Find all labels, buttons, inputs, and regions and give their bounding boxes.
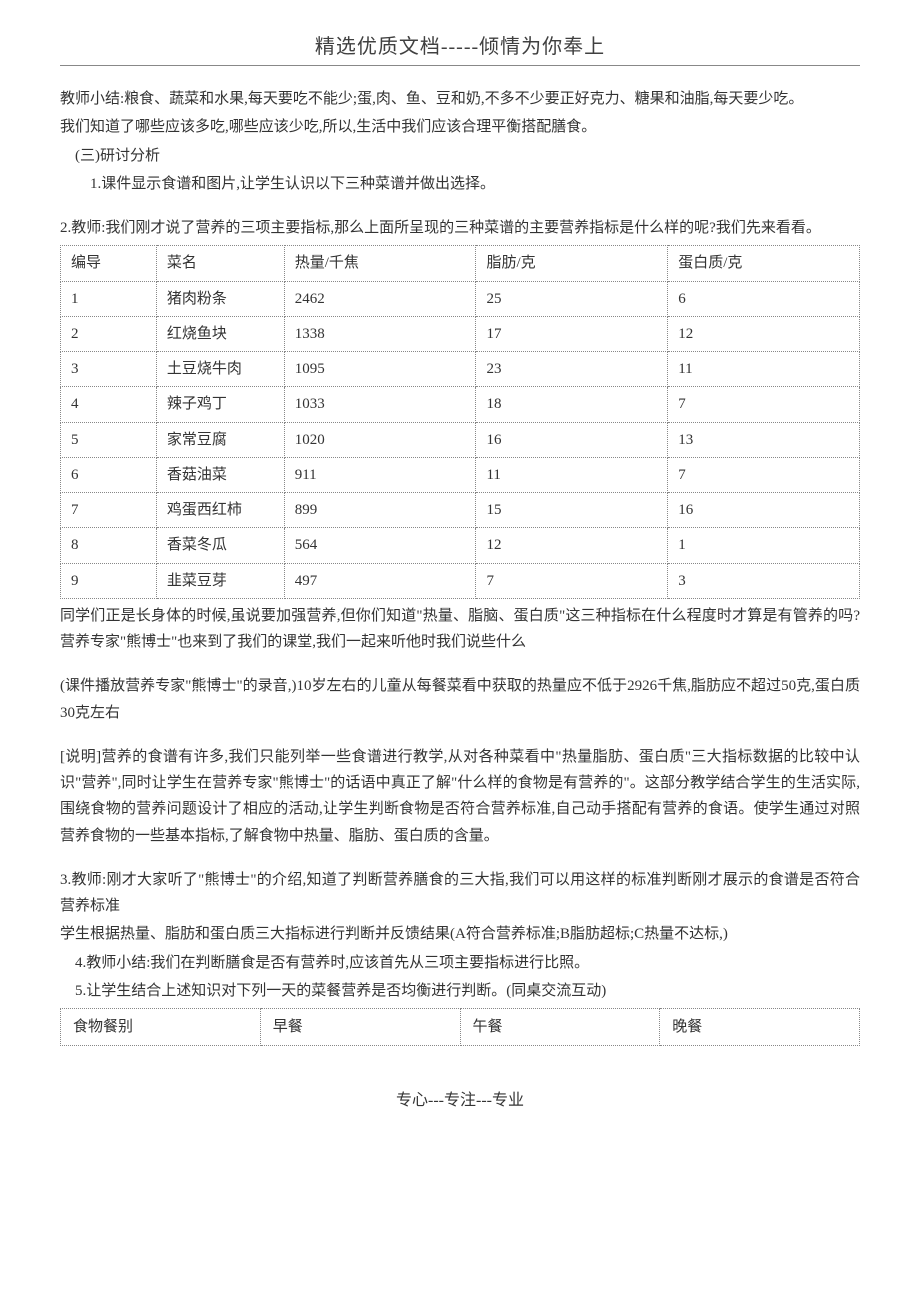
- paragraph-explanation: [说明]营养的食谱有许多,我们只能列举一些食谱进行教学,从对各种菜看中"热量脂肪…: [60, 744, 860, 849]
- table-cell: 7: [61, 493, 157, 528]
- section-heading-3: (三)研讨分析: [60, 143, 860, 169]
- table-row: 3土豆烧牛肉10952311: [61, 352, 860, 387]
- table-cell: 13: [668, 422, 860, 457]
- table-cell: 3: [668, 563, 860, 598]
- paragraph-balance-diet: 我们知道了哪些应该多吃,哪些应该少吃,所以,生活中我们应该合理平衡搭配膳食。: [60, 114, 860, 140]
- table-cell: 23: [476, 352, 668, 387]
- table-cell: 12: [476, 528, 668, 563]
- table-cell: 16: [476, 422, 668, 457]
- table-cell: 鸡蛋西红柿: [156, 493, 284, 528]
- table-cell: 16: [668, 493, 860, 528]
- table-cell: 6: [61, 457, 157, 492]
- table-cell: 18: [476, 387, 668, 422]
- nutrition-table-body: 1猪肉粉条24622562红烧鱼块133817123土豆烧牛肉109523114…: [61, 281, 860, 598]
- table-cell: 香菇油菜: [156, 457, 284, 492]
- document-footer: 专心---专注---专业: [60, 1086, 860, 1110]
- paragraph-step1: 1.课件显示食谱和图片,让学生认识以下三种菜谱并做出选择。: [60, 171, 860, 197]
- paragraph-step5: 5.让学生结合上述知识对下列一天的菜餐营养是否均衡进行判断。(同桌交流互动): [60, 978, 860, 1004]
- table-cell: 4: [61, 387, 157, 422]
- nutrition-table: 编导 菜名 热量/千焦 脂肪/克 蛋白质/克 1猪肉粉条24622562红烧鱼块…: [60, 245, 860, 599]
- table-cell: 土豆烧牛肉: [156, 352, 284, 387]
- table-cell: 香菜冬瓜: [156, 528, 284, 563]
- table-cell: 5: [61, 422, 157, 457]
- table-cell: 韭菜豆芽: [156, 563, 284, 598]
- table-cell: 11: [668, 352, 860, 387]
- table-cell: 899: [284, 493, 476, 528]
- table-cell: 15: [476, 493, 668, 528]
- table-row: 8香菜冬瓜564121: [61, 528, 860, 563]
- col-protein: 蛋白质/克: [668, 246, 860, 281]
- table-cell: 红烧鱼块: [156, 316, 284, 351]
- nutrition-table-head: 编导 菜名 热量/千焦 脂肪/克 蛋白质/克: [61, 246, 860, 281]
- table-cell: 猪肉粉条: [156, 281, 284, 316]
- table-cell: 2: [61, 316, 157, 351]
- paragraph-student-feedback: 学生根据热量、脂肪和蛋白质三大指标进行判断并反馈结果(A符合营养标准;B脂肪超标…: [60, 921, 860, 947]
- meal-table: 食物餐别 早餐 午餐 晚餐: [60, 1008, 860, 1046]
- document-header: 精选优质文档-----倾情为你奉上: [60, 30, 860, 59]
- table-cell: 25: [476, 281, 668, 316]
- meal-col-lunch: 午餐: [460, 1009, 660, 1046]
- col-fat: 脂肪/克: [476, 246, 668, 281]
- document-content: 教师小结:粮食、蔬菜和水果,每天要吃不能少;蛋,肉、鱼、豆和奶,不多不少要正好克…: [60, 86, 860, 1046]
- table-cell: 7: [476, 563, 668, 598]
- table-cell: 911: [284, 457, 476, 492]
- meal-col-dinner: 晚餐: [660, 1009, 860, 1046]
- paragraph-teacher-summary: 教师小结:粮食、蔬菜和水果,每天要吃不能少;蛋,肉、鱼、豆和奶,不多不少要正好克…: [60, 86, 860, 112]
- table-row: 2红烧鱼块13381712: [61, 316, 860, 351]
- table-row: 9韭菜豆芽49773: [61, 563, 860, 598]
- table-cell: 17: [476, 316, 668, 351]
- table-cell: 6: [668, 281, 860, 316]
- table-row: 5家常豆腐10201613: [61, 422, 860, 457]
- table-cell: 1020: [284, 422, 476, 457]
- paragraph-step4: 4.教师小结:我们在判断膳食是否有营养时,应该首先从三项主要指标进行比照。: [60, 950, 860, 976]
- table-cell: 家常豆腐: [156, 422, 284, 457]
- table-cell: 1: [61, 281, 157, 316]
- table-row: 7鸡蛋西红柿8991516: [61, 493, 860, 528]
- table-cell: 8: [61, 528, 157, 563]
- table-cell: 1338: [284, 316, 476, 351]
- meal-table-head: 食物餐别 早餐 午餐 晚餐: [61, 1009, 860, 1046]
- header-underline: [60, 65, 860, 66]
- meal-header-row: 食物餐别 早餐 午餐 晚餐: [61, 1009, 860, 1046]
- table-header-row: 编导 菜名 热量/千焦 脂肪/克 蛋白质/克: [61, 246, 860, 281]
- table-cell: 1: [668, 528, 860, 563]
- meal-col-breakfast: 早餐: [260, 1009, 460, 1046]
- col-calorie: 热量/千焦: [284, 246, 476, 281]
- table-cell: 2462: [284, 281, 476, 316]
- table-cell: 11: [476, 457, 668, 492]
- table-cell: 1095: [284, 352, 476, 387]
- table-row: 1猪肉粉条2462256: [61, 281, 860, 316]
- table-row: 4辣子鸡丁1033187: [61, 387, 860, 422]
- table-cell: 564: [284, 528, 476, 563]
- table-cell: 7: [668, 387, 860, 422]
- col-id: 编导: [61, 246, 157, 281]
- paragraph-after-table: 同学们正是长身体的时候,虽说要加强营养,但你们知道"热量、脂脑、蛋白质"这三种指…: [60, 603, 860, 656]
- paragraph-step2: 2.教师:我们刚才说了营养的三项主要指标,那么上面所呈现的三种菜谱的主要营养指标…: [60, 215, 860, 241]
- col-dish: 菜名: [156, 246, 284, 281]
- paragraph-step3: 3.教师:刚才大家听了"熊博士"的介绍,知道了判断营养膳食的三大指,我们可以用这…: [60, 867, 860, 920]
- table-row: 6香菇油菜911117: [61, 457, 860, 492]
- table-cell: 9: [61, 563, 157, 598]
- table-cell: 辣子鸡丁: [156, 387, 284, 422]
- meal-col-type: 食物餐别: [61, 1009, 261, 1046]
- table-cell: 12: [668, 316, 860, 351]
- table-cell: 3: [61, 352, 157, 387]
- table-cell: 1033: [284, 387, 476, 422]
- paragraph-audio: (课件播放营养专家"熊博士"的录音,)10岁左右的儿童从每餐菜看中获取的热量应不…: [60, 673, 860, 726]
- table-cell: 7: [668, 457, 860, 492]
- table-cell: 497: [284, 563, 476, 598]
